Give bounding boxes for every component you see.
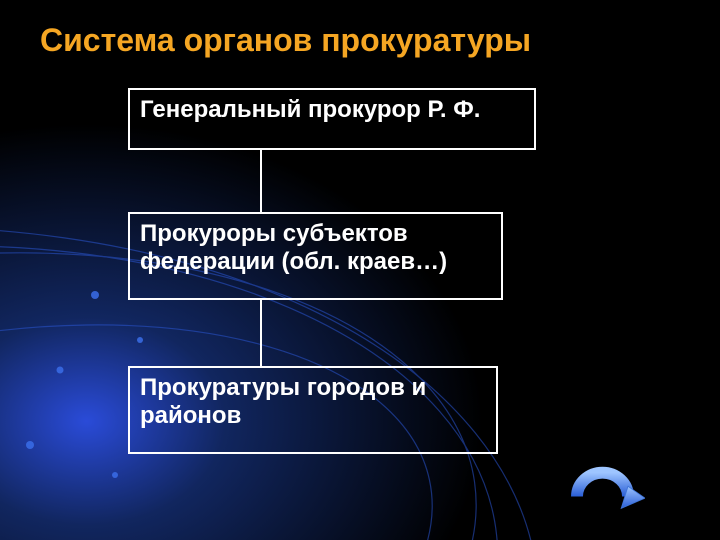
box-general-label: Генеральный прокурор Р. Ф. bbox=[140, 96, 480, 123]
box-city-prosecutors: Прокуратуры городов и районов bbox=[128, 366, 498, 454]
connector-1 bbox=[260, 150, 262, 212]
page-title: Система органов прокуратуры bbox=[40, 22, 531, 59]
box-cities-label: Прокуратуры городов и районов bbox=[140, 374, 426, 429]
diagram-content: Система органов прокуратуры Генеральный … bbox=[0, 0, 720, 540]
return-arrow-icon bbox=[560, 452, 645, 512]
box-general-prosecutor: Генеральный прокурор Р. Ф. bbox=[128, 88, 536, 150]
connector-2 bbox=[260, 300, 262, 366]
box-subjects-label: Прокуроры субъектов федерации (обл. крае… bbox=[140, 220, 447, 275]
box-subject-prosecutors: Прокуроры субъектов федерации (обл. крае… bbox=[128, 212, 503, 300]
